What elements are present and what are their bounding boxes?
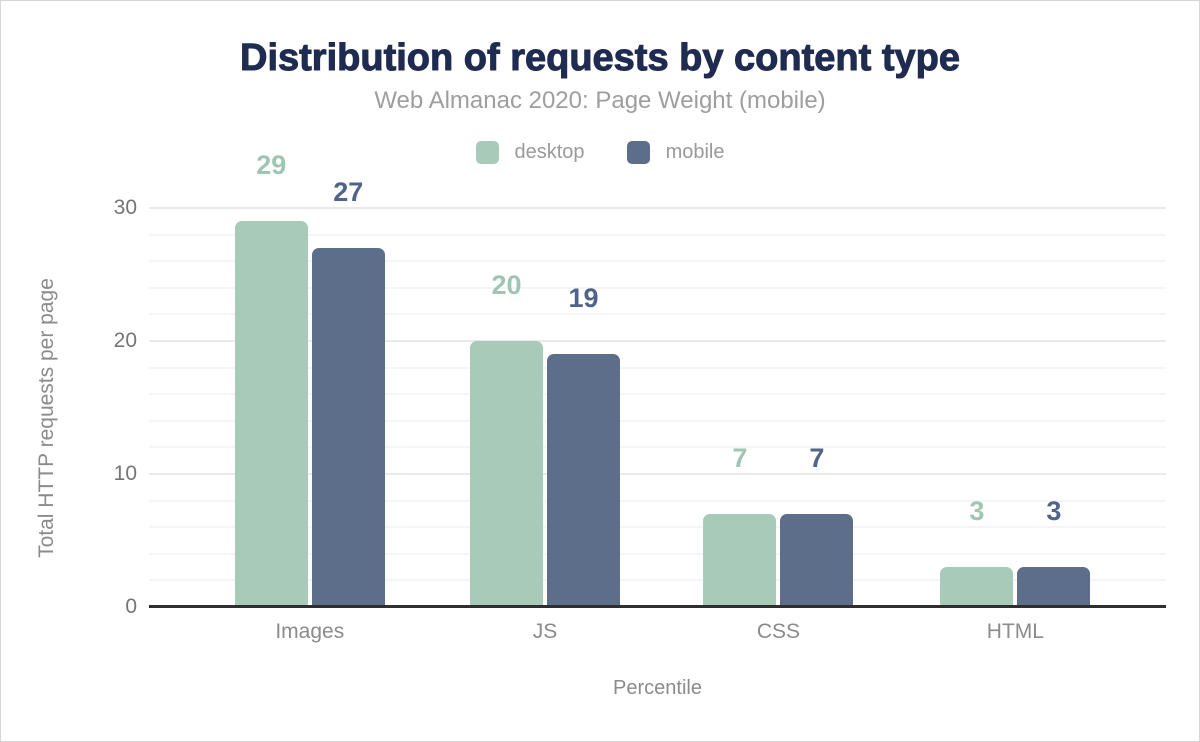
bar-mobile-css[interactable] [780,513,854,607]
major-gridline-30 [149,207,1166,209]
plot-area: 29 27 20 19 7 7 3 3 [149,150,1166,608]
minor-gridline-4 [149,552,1166,555]
minor-gridline-24 [149,286,1166,289]
y-tick-10: 10 [113,462,137,485]
legend: desktop mobile [1,141,1199,164]
value-label-desktop-images: 29 [256,150,287,181]
bar-desktop-html[interactable] [940,567,1014,607]
value-label-mobile-css: 7 [809,442,825,473]
y-axis-title: Total HTTP requests per page [35,278,58,558]
x-category-js: JS [532,620,558,643]
minor-gridline-12 [149,446,1166,449]
minor-gridline-2 [149,579,1166,582]
minor-gridline-22 [149,313,1166,316]
value-label-mobile-js: 19 [568,283,599,314]
bar-mobile-js[interactable] [547,354,621,607]
y-tick-20: 20 [113,329,137,352]
value-label-desktop-html: 3 [969,496,985,527]
y-tick-0: 0 [125,595,137,618]
value-label-desktop-css: 7 [732,442,748,473]
value-label-mobile-images: 27 [333,176,364,207]
minor-gridline-28 [149,233,1166,236]
minor-gridline-8 [149,499,1166,502]
minor-gridline-14 [149,419,1166,422]
chart-subtitle: Web Almanac 2020: Page Weight (mobile) [374,87,826,114]
minor-gridline-26 [149,260,1166,263]
x-category-images: Images [275,620,345,643]
bar-desktop-images[interactable] [234,221,308,607]
legend-item-desktop[interactable]: desktop [475,141,585,164]
legend-label: desktop [514,141,585,163]
value-label-mobile-html: 3 [1046,496,1062,527]
bar-mobile-html[interactable] [1017,567,1091,607]
chart-title: Distribution of requests by content type [240,37,961,80]
legend-label: mobile [665,141,725,163]
major-gridline-20 [149,340,1166,342]
legend-item-mobile[interactable]: mobile [626,141,725,164]
minor-gridline-18 [149,366,1166,369]
x-axis-title: Percentile [613,677,702,699]
bar-desktop-css[interactable] [703,513,777,607]
x-category-css: CSS [756,620,800,643]
bar-desktop-js[interactable] [470,341,544,607]
bar-mobile-images[interactable] [311,247,385,607]
major-gridline-10 [149,473,1166,475]
legend-swatch-desktop [475,141,499,164]
minor-gridline-16 [149,393,1166,396]
y-tick-30: 30 [113,196,137,219]
x-category-html: HTML [986,620,1044,643]
value-label-desktop-js: 20 [491,270,522,300]
minor-gridline-6 [149,526,1166,529]
x-axis-line [149,605,1166,608]
legend-swatch-mobile [626,141,650,164]
